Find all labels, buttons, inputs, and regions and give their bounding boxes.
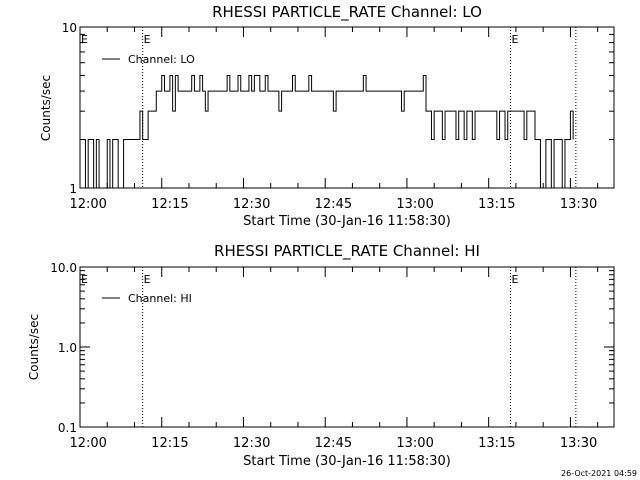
lo-channel-panel: RHESSI PARTICLE_RATE Channel: LO Counts/… bbox=[39, 3, 615, 229]
hi-event-marker-label: E bbox=[81, 273, 88, 286]
hi-event-marker-label: E bbox=[144, 273, 151, 286]
lo-x-tick-label: 13:00 bbox=[396, 197, 433, 212]
hi-event-marker-label: E bbox=[511, 273, 518, 286]
lo-event-marker-label: E bbox=[511, 33, 518, 46]
lo-y-tick-label: 1 bbox=[69, 182, 77, 196]
hi-x-tick-label: 12:00 bbox=[69, 436, 106, 451]
hi-x-axis-label: Start Time (30-Jan-16 11:58:30) bbox=[243, 454, 451, 469]
hi-y-axis-label: Counts/sec bbox=[27, 314, 41, 380]
lo-event-marker-label: E bbox=[144, 33, 151, 46]
lo-event-marker-label: E bbox=[81, 33, 88, 46]
lo-x-axis-label: Start Time (30-Jan-16 11:58:30) bbox=[243, 214, 451, 229]
hi-y-tick-label: 10.0 bbox=[50, 261, 77, 275]
hi-x-tick-label: 13:00 bbox=[396, 436, 433, 451]
lo-x-tick-label: 12:45 bbox=[315, 197, 352, 212]
hi-x-tick-label: 12:30 bbox=[233, 436, 270, 451]
lo-x-tick-label: 12:00 bbox=[69, 197, 106, 212]
lo-legend-label: Channel: LO bbox=[128, 53, 195, 66]
lo-chart-title: RHESSI PARTICLE_RATE Channel: LO bbox=[212, 3, 482, 22]
hi-channel-panel: RHESSI PARTICLE_RATE Channel: HI Counts/… bbox=[27, 242, 615, 469]
lo-x-tick-label: 12:15 bbox=[151, 197, 188, 212]
lo-x-tick-label: 13:15 bbox=[478, 197, 515, 212]
lo-y-tick-label: 10 bbox=[62, 21, 77, 35]
lo-y-axis-label: Counts/sec bbox=[39, 75, 53, 141]
hi-x-tick-label: 12:15 bbox=[151, 436, 188, 451]
hi-y-tick-label: 1.0 bbox=[58, 341, 77, 355]
hi-y-tick-label: 0.1 bbox=[58, 421, 77, 435]
hi-chart-title: RHESSI PARTICLE_RATE Channel: HI bbox=[214, 242, 480, 261]
lo-plot-frame bbox=[79, 26, 615, 189]
hi-legend-label: Channel: HI bbox=[128, 292, 192, 305]
hi-plot-frame bbox=[79, 266, 615, 428]
hi-x-tick-label: 13:30 bbox=[560, 436, 597, 451]
footer-date: 26-Oct-2021 04:59 bbox=[561, 469, 637, 478]
lo-x-tick-label: 13:30 bbox=[560, 197, 597, 212]
lo-x-tick-label: 12:30 bbox=[233, 197, 270, 212]
hi-x-tick-label: 13:15 bbox=[478, 436, 515, 451]
hi-x-tick-label: 12:45 bbox=[315, 436, 352, 451]
lo-series-line bbox=[80, 74, 574, 189]
